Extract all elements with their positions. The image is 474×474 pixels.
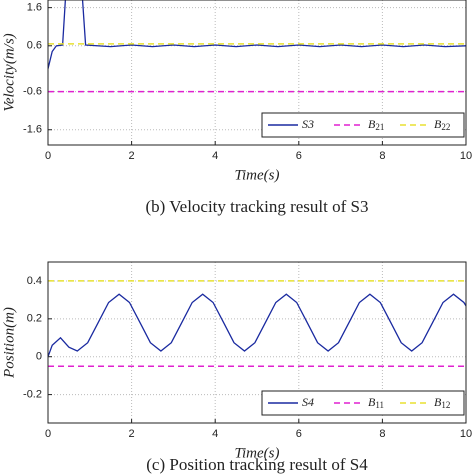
x-tick-label: 0 (45, 150, 51, 162)
legend-label: B11 (368, 395, 384, 410)
legend-label: B22 (434, 117, 450, 132)
x-tick-label: 0 (45, 428, 51, 440)
legend-label: S3 (302, 117, 314, 131)
legend-label: B12 (434, 395, 450, 410)
plot-frame (47, 261, 467, 424)
y-tick-label: -0.2 (23, 388, 42, 400)
y-tick-label: 0.4 (27, 275, 42, 287)
caption: (b) Velocity tracking result of S3 (145, 197, 368, 216)
x-tick-label: 10 (460, 428, 472, 440)
series-line (48, 0, 466, 69)
caption: (c) Position tracking result of S4 (146, 455, 368, 474)
y-axis-label: Velocity(m/s) (1, 33, 17, 111)
x-tick-label: 8 (379, 150, 385, 162)
y-tick-label: -1.6 (23, 124, 42, 136)
plot-frame (47, 0, 467, 146)
x-tick-label: 6 (296, 428, 302, 440)
x-tick-label: 4 (212, 150, 218, 162)
x-axis-label: Time(s) (235, 445, 280, 461)
y-tick-label: 0.2 (27, 313, 42, 325)
x-tick-label: 4 (212, 428, 218, 440)
y-tick-label: 0 (36, 351, 42, 363)
x-axis-label: Time(s) (235, 167, 280, 183)
plot-lines (48, 280, 466, 367)
x-tick-label: 6 (296, 150, 302, 162)
x-tick-label: 2 (129, 150, 135, 162)
plot-lines (48, 0, 466, 93)
x-tick-label: 10 (460, 150, 472, 162)
legend-label: S4 (302, 395, 314, 409)
y-tick-label: 0.6 (27, 40, 42, 52)
y-axis-label: Position(m) (1, 307, 17, 379)
series-line (48, 293, 466, 357)
x-tick-label: 2 (129, 428, 135, 440)
y-tick-label: 1.6 (27, 2, 42, 14)
y-tick-label: -0.6 (23, 85, 42, 97)
x-tick-label: 8 (379, 428, 385, 440)
legend-label: B21 (368, 117, 384, 132)
